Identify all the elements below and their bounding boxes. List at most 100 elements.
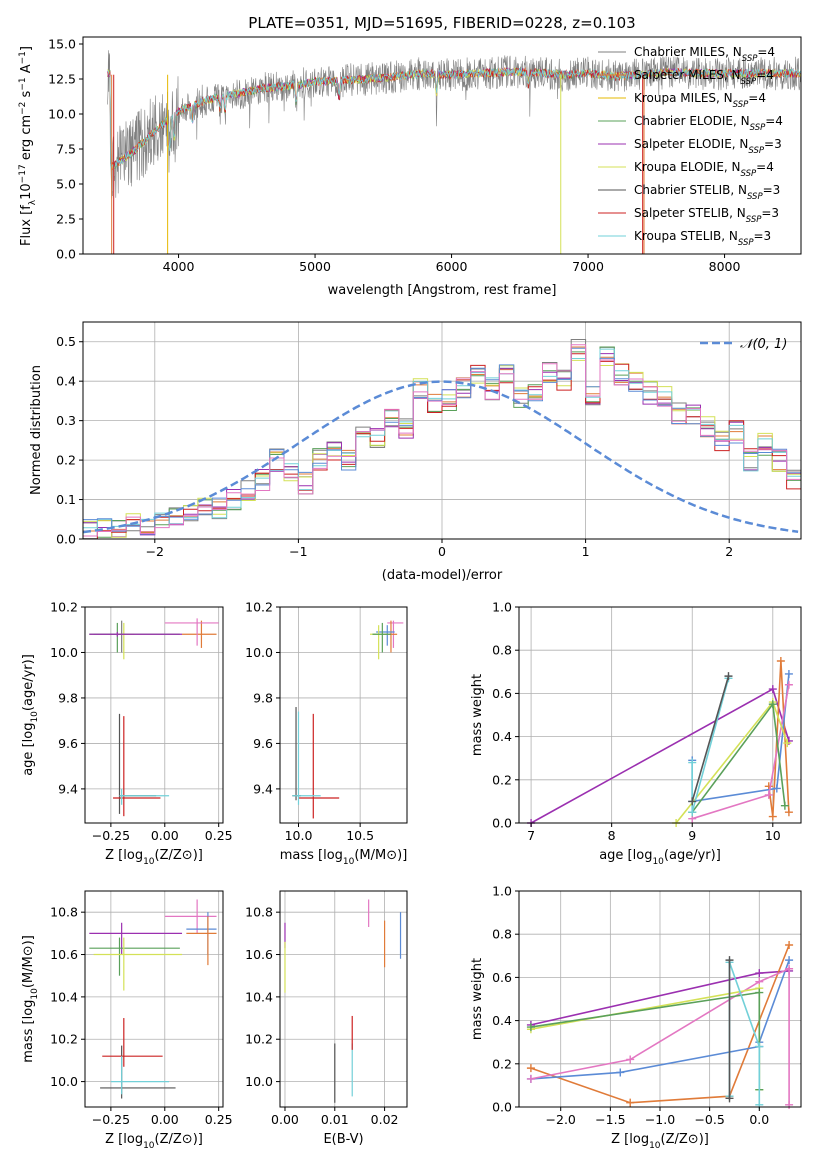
mass-weight-marker (724, 672, 733, 681)
x-tick-label: 9 (688, 828, 696, 843)
mass-weight-marker (616, 1068, 625, 1077)
y-tick-label: 10.0 (50, 1074, 78, 1089)
legend: Chabrier MILES, NSSP=4 Salpeter MILES, NS… (598, 45, 783, 248)
axes-frame (84, 890, 224, 1108)
axes-frame (84, 606, 224, 824)
y-tick-label: 10.0 (245, 645, 273, 660)
legend-entry: 𝒩(0, 1) (740, 337, 787, 352)
x-tick-label: 10.5 (346, 828, 374, 843)
x-tick-label: −2 (146, 544, 164, 559)
ebv-mass-panel: 0.00 0.01 0.02 10.0 10.2 10.4 10.6 10.8 E(B-V) (245, 890, 408, 1147)
x-tick-label: 0.01 (321, 1112, 349, 1127)
y-tick-label: 9.6 (253, 736, 273, 751)
mass-weight-marker (783, 739, 792, 748)
mass-weight-line (691, 678, 730, 813)
y-tick-label: 10.4 (50, 989, 78, 1004)
mass-weight-marker (772, 784, 781, 793)
y-tick-label: 10.8 (245, 905, 273, 920)
x-tick-label: 0.00 (151, 828, 179, 843)
y-tick-label: 9.4 (253, 781, 273, 796)
y-tick-label: 2.5 (56, 212, 76, 227)
mass-weight-marker (626, 1098, 635, 1107)
y-axis-label: mass weight (470, 958, 485, 1040)
y-axis-label: Flux [fλ10−17 erg cm−2 s−1 A−1] (18, 46, 38, 246)
legend-entry: Chabrier STELIB, NSSP=3 (634, 183, 780, 202)
axes-frame (279, 606, 408, 824)
y-tick-label: 0.6 (492, 686, 512, 701)
mass-weight-marker (785, 1100, 794, 1109)
mass-weight-marker (755, 988, 764, 997)
histogram-step (82, 344, 801, 539)
y-tick-label: 7.5 (56, 142, 76, 157)
legend-entry: Chabrier ELODIE, NSSP=4 (634, 114, 783, 133)
y-tick-label: 10.2 (50, 600, 78, 615)
y-tick-label: 9.8 (253, 690, 273, 705)
y-tick-label: 15.0 (48, 37, 76, 52)
y-tick-label: 5.0 (56, 177, 76, 192)
metallicity-massweight-panel: −2.0 −1.5 −1.0 −0.5 0.0 0.0 0.2 0.4 0.6 0.8 1.0 Z [… (470, 884, 802, 1151)
axis-label: Z [log10(Z/Z⊙)] (611, 1132, 709, 1151)
legend-entry: Chabrier MILES, NSSP=4 (634, 45, 775, 64)
y-tick-label: 10.2 (50, 1032, 78, 1047)
legend-entry: Salpeter MILES, NSSP=4 (634, 68, 774, 87)
y-tick-label: 0.5 (56, 334, 76, 349)
x-tick-label: 10 (765, 828, 781, 843)
x-tick-label: 0.00 (271, 1112, 299, 1127)
mass-weight-marker (764, 790, 773, 799)
x-tick-label: 7000 (572, 259, 604, 274)
y-tick-label: 1.0 (492, 884, 512, 899)
mass-weight-marker (725, 1094, 734, 1103)
mass-weight-marker (725, 956, 734, 965)
axes-frame (279, 890, 408, 1108)
metallicity-age-panel: −0.25 0.00 0.25 9.4 9.6 9.8 10.0 10.2 Z [log10(Z… (21, 600, 233, 868)
mass-weight-marker (526, 1074, 535, 1083)
axes-frame (82, 36, 802, 255)
x-tick-label: 10.0 (285, 828, 313, 843)
y-tick-label: 10.6 (50, 947, 78, 962)
x-tick-label: 0.00 (151, 1112, 179, 1127)
mass-weight-marker (526, 1023, 535, 1032)
mass-weight-marker (688, 808, 697, 817)
x-tick-label: 2 (725, 544, 733, 559)
y-tick-label: 1.0 (492, 600, 512, 615)
x-tick-label: 0.0 (749, 1112, 769, 1127)
x-axis-label: wavelength [Angstrom, rest frame] (328, 283, 557, 298)
y-tick-label: 0.0 (492, 1100, 512, 1115)
y-tick-label: 0.8 (492, 643, 512, 658)
mass-weight-marker (785, 956, 794, 965)
mass-weight-line (530, 987, 761, 1090)
y-tick-label: 10.4 (245, 989, 273, 1004)
axis-label: age [log10(age/yr)] (599, 848, 721, 867)
x-tick-label: −1.0 (645, 1112, 675, 1127)
y-tick-label: 9.6 (58, 736, 78, 751)
x-tick-label: −1.5 (595, 1112, 625, 1127)
mass-weight-marker (784, 669, 793, 678)
x-tick-label: −2.0 (546, 1112, 576, 1127)
legend-entry: Kroupa MILES, NSSP=4 (634, 91, 766, 110)
mass-weight-marker (768, 685, 777, 694)
axis-label: Z [log10(Z/Z⊙)] (105, 848, 203, 867)
axis-label: mass [log10(M/M⊙)] (21, 935, 40, 1063)
mass-weight-line (691, 675, 730, 802)
legend-entry: Kroupa ELODIE, NSSP=4 (634, 160, 774, 179)
x-tick-label: −0.25 (92, 828, 130, 843)
y-tick-label: 10.2 (245, 1032, 273, 1047)
metallicity-mass-panel: −0.25 0.00 0.25 10.0 10.2 10.4 10.6 10.8 Z [log1… (21, 890, 233, 1151)
y-tick-label: 0.2 (492, 1056, 512, 1071)
x-tick-label: 0.25 (205, 828, 233, 843)
x-axis-label: (data-model)/error (382, 568, 503, 583)
y-tick-label: 0.6 (492, 970, 512, 985)
mass-weight-marker (785, 941, 794, 949)
mass-weight-marker (780, 801, 789, 810)
y-tick-label: 0.2 (492, 772, 512, 787)
x-tick-label: 5000 (299, 259, 331, 274)
mass-weight-marker (776, 657, 785, 665)
mass-weight-marker (688, 758, 697, 767)
mass-weight-marker (755, 969, 764, 978)
axis-label: age [log10(age/yr)] (21, 654, 40, 776)
x-tick-label: −0.25 (92, 1112, 130, 1127)
y-tick-label: 12.5 (48, 72, 76, 87)
x-tick-label: 6000 (436, 259, 468, 274)
mass-weight-line (530, 687, 790, 824)
mass-weight-marker (755, 1042, 764, 1051)
